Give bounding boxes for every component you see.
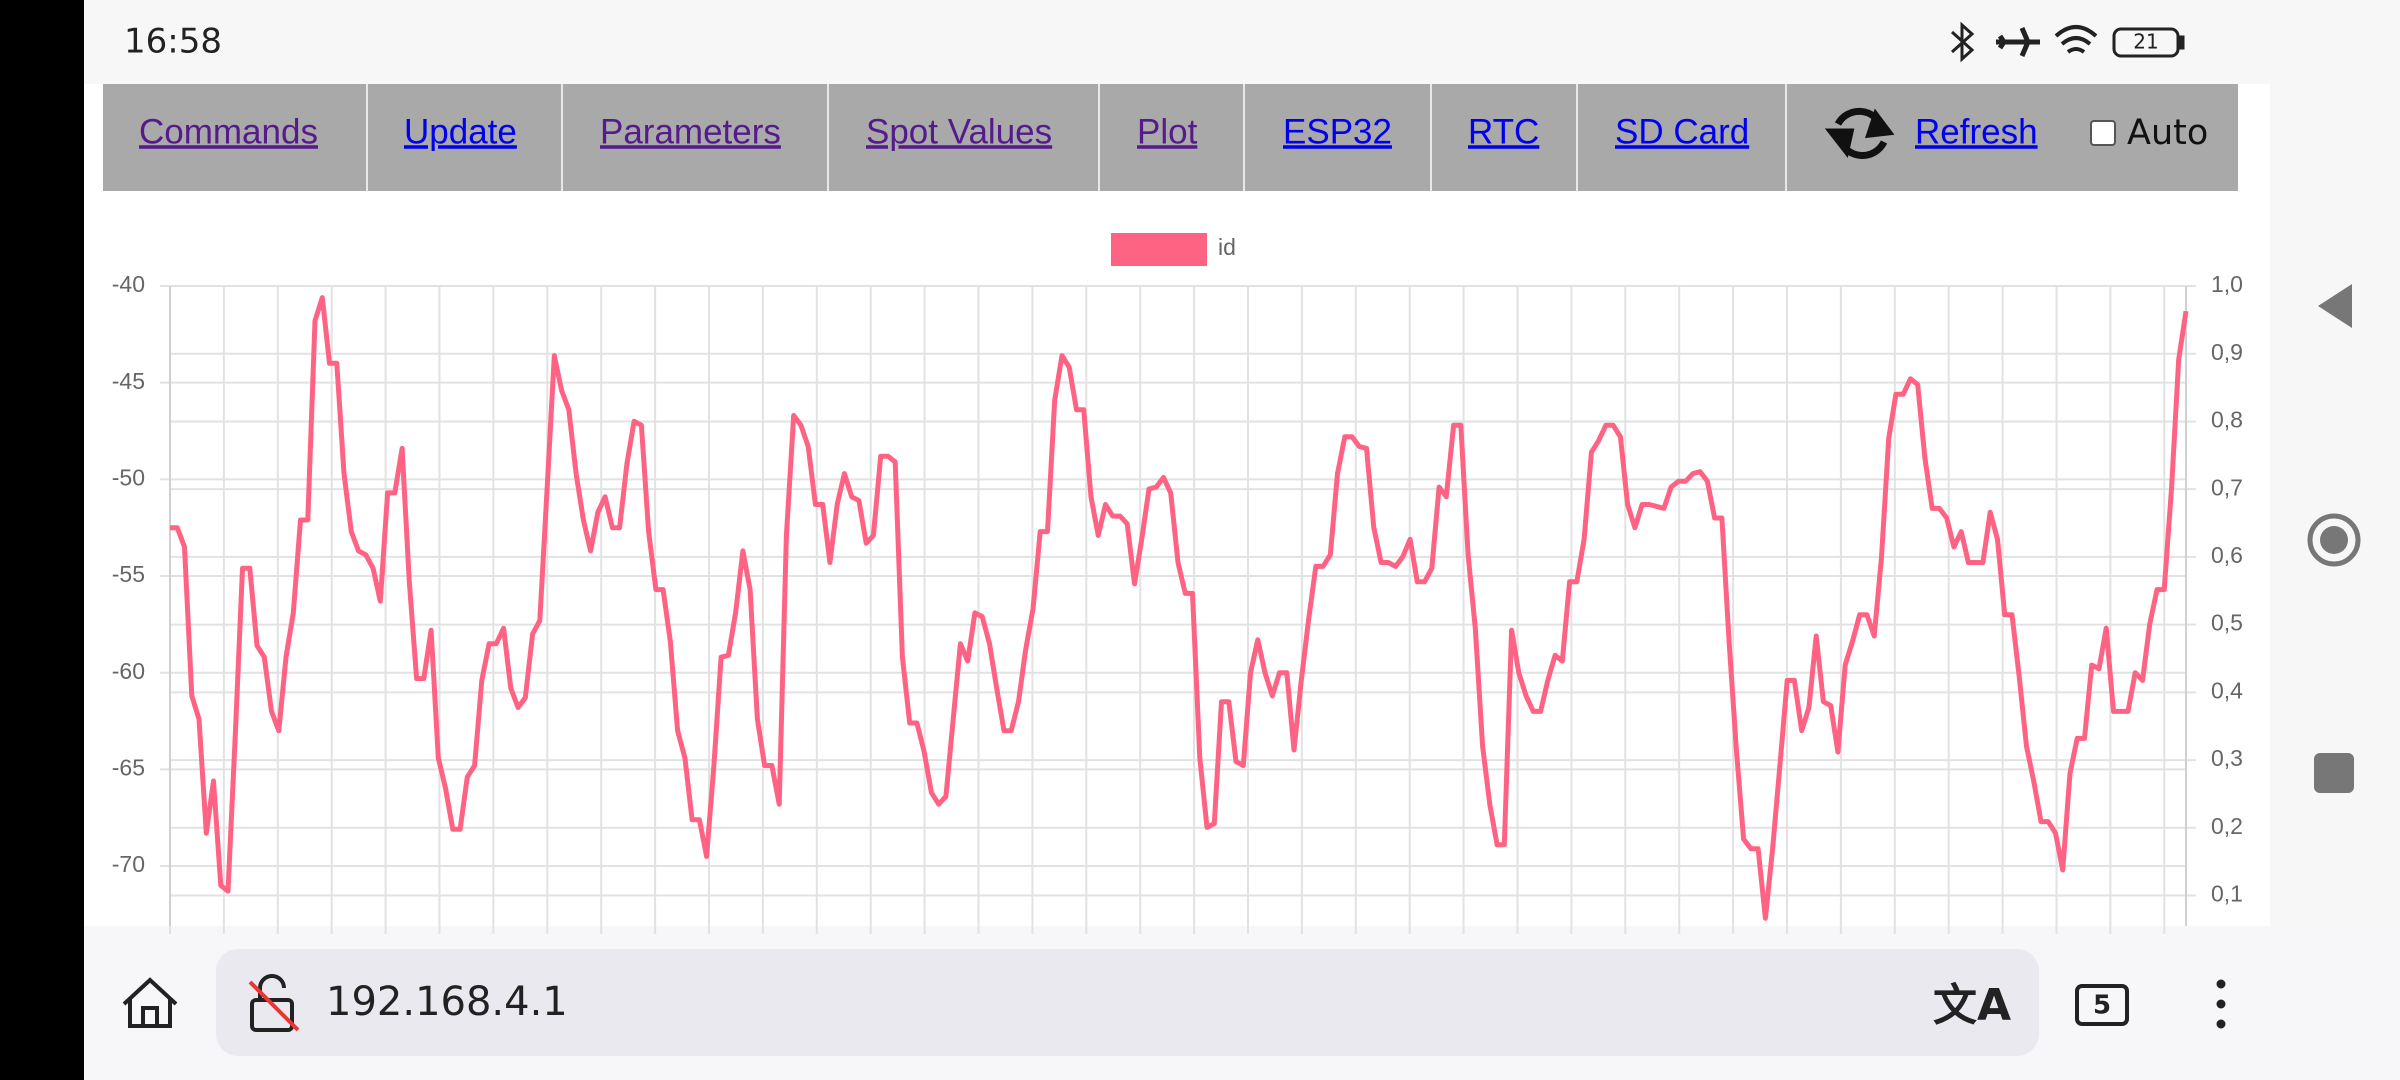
- tabs-icon[interactable]: [2075, 984, 2129, 1026]
- clock: 16:58: [124, 22, 222, 62]
- y2-tick-label: 0,4: [2211, 677, 2243, 703]
- wifi-icon: [2054, 25, 2098, 54]
- recents-button[interactable]: [2314, 753, 2354, 793]
- nav-links: Commands Update Parameters Spot Values Plot E…: [139, 84, 2038, 191]
- translate-icon[interactable]: 文A: [1933, 980, 2011, 1031]
- nav-link[interactable]: Refresh: [1915, 112, 2038, 151]
- y-tick-label: -45: [112, 368, 145, 394]
- menu-dot: [2216, 1019, 2226, 1029]
- left-bezel: [0, 0, 84, 1080]
- y-tick-label: -40: [112, 271, 145, 297]
- y-tick-label: -65: [112, 754, 145, 780]
- y-tick-label: -60: [112, 658, 145, 684]
- y2-tick-label: 0,9: [2211, 339, 2243, 365]
- refresh-icon: [1824, 107, 1895, 159]
- battery-level: 21: [2133, 30, 2158, 54]
- y2-tick-label: 0,8: [2211, 407, 2243, 433]
- nav-link[interactable]: RTC: [1468, 112, 1539, 151]
- nav-link[interactable]: Spot Values: [866, 112, 1052, 151]
- home-button-dot: [2320, 526, 2348, 554]
- menu-dot: [2216, 999, 2226, 1009]
- lock-body: [250, 998, 294, 1032]
- nav-link[interactable]: Plot: [1137, 112, 1198, 151]
- nav-link[interactable]: Update: [404, 112, 517, 151]
- nav-link[interactable]: Commands: [139, 112, 318, 151]
- url-pill[interactable]: [216, 949, 2039, 1056]
- y2-tick-label: 0,3: [2211, 745, 2243, 771]
- legend-swatch: [1111, 233, 1207, 266]
- y2-tick-label: 0,2: [2211, 813, 2243, 839]
- system-nav: [2270, 84, 2400, 926]
- home-button[interactable]: [2307, 513, 2361, 567]
- lock-shackle: [258, 974, 286, 1000]
- bluetooth-icon: [1950, 21, 1975, 63]
- back-button[interactable]: [2318, 284, 2352, 328]
- line-series: [170, 295, 2189, 921]
- auto-checkbox[interactable]: [2090, 120, 2116, 146]
- y-tick-label: -50: [112, 464, 145, 490]
- y-tick-label: -55: [112, 561, 145, 587]
- insecure-icon: [248, 974, 300, 1032]
- y2-tick-label: 0,6: [2211, 542, 2243, 568]
- status-icons: [1950, 21, 2185, 63]
- auto-label[interactable]: Auto: [2127, 113, 2208, 153]
- home-icon[interactable]: [122, 977, 178, 1028]
- lock-strike: [248, 980, 300, 1032]
- nav-link[interactable]: Parameters: [600, 112, 781, 151]
- legend-label: id: [1218, 234, 1236, 260]
- status-bar: [84, 0, 2400, 84]
- refresh-arrow: [1864, 108, 1895, 139]
- nav-bar: [103, 84, 2238, 191]
- menu-icon[interactable]: [2216, 979, 2226, 1029]
- refresh-arrow: [1824, 128, 1855, 159]
- y2-tick-label: 0,5: [2211, 610, 2243, 636]
- nav-link[interactable]: SD Card: [1615, 112, 1749, 151]
- y2-tick-label: 0,7: [2211, 474, 2243, 500]
- nav-link[interactable]: ESP32: [1283, 112, 1392, 151]
- menu-dot: [2216, 979, 2226, 989]
- y-tick-label: -70: [112, 851, 145, 877]
- y2-tick-label: 0,1: [2211, 881, 2243, 907]
- chart: -40 -45 -50 -55 -60 -65 -70 1,0 0,9 0,8 0,7 0,6 0,5 0…: [112, 233, 2243, 934]
- url-text[interactable]: 192.168.4.1: [326, 979, 568, 1025]
- airplane-icon: [1996, 27, 2040, 57]
- y2-tick-label: 1,0: [2211, 271, 2243, 297]
- battery-tip: [2177, 35, 2185, 50]
- tab-count: 5: [2093, 991, 2111, 1021]
